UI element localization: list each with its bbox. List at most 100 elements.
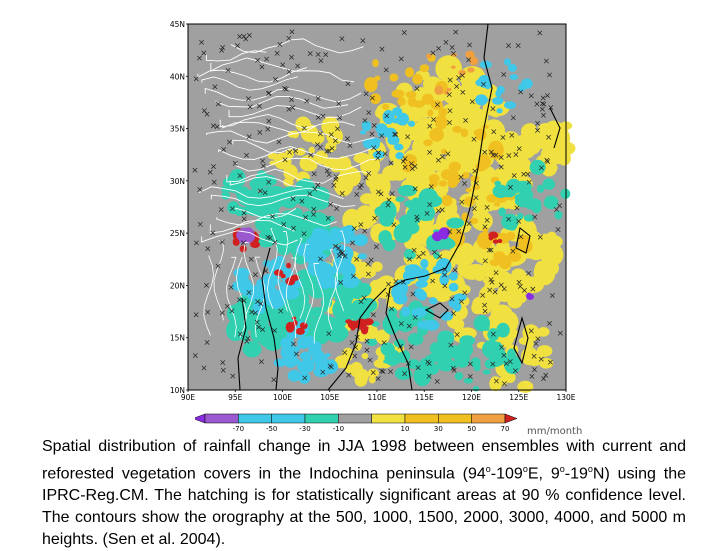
hatch-mark	[545, 159, 551, 165]
hatch-mark	[237, 331, 243, 337]
rainfall-patch	[434, 85, 444, 96]
hatch-mark	[447, 120, 452, 125]
hatch-mark	[318, 58, 324, 64]
rainfall-patch	[400, 350, 411, 362]
rainfall-patch	[465, 188, 472, 193]
hatch-mark	[267, 235, 273, 241]
rainfall-patch	[396, 316, 410, 332]
hatch-mark	[277, 42, 283, 47]
hatch-mark	[466, 57, 472, 63]
hatch-mark	[405, 134, 411, 140]
hatch-mark	[249, 309, 255, 315]
rainfall-patch	[330, 157, 346, 170]
coastline-path	[237, 297, 247, 391]
hatch-mark	[241, 33, 247, 39]
hatch-mark	[259, 64, 265, 70]
hatch-mark	[252, 272, 258, 278]
colorbar-box	[304, 413, 339, 424]
rainfall-patch	[405, 67, 415, 78]
rainfall-patch	[394, 366, 412, 380]
hatch-mark	[407, 256, 413, 262]
hatch-mark	[388, 369, 393, 374]
hatch-mark	[537, 234, 543, 240]
hatch-mark	[207, 169, 213, 175]
hatch-mark	[367, 357, 373, 363]
hatch-mark	[515, 43, 521, 48]
orography-contour	[294, 238, 306, 319]
colorbar-box	[338, 413, 372, 424]
rainfall-patch	[407, 264, 422, 277]
rainfall-patch	[461, 171, 470, 179]
longitude-labels: 90E 95E 100E 105E 110E 115E 120E 125E 130E	[181, 390, 576, 402]
hatch-mark	[358, 299, 364, 305]
hatch-mark	[533, 341, 539, 346]
orography-contour	[218, 146, 375, 160]
hatch-mark	[414, 86, 420, 92]
rainfall-patch	[275, 233, 287, 245]
rainfall-patch	[423, 139, 433, 147]
lat-label: 30N	[170, 177, 185, 186]
hatch-mark	[255, 57, 261, 63]
rainfall-patch	[382, 238, 396, 252]
rainfall-patch	[490, 341, 504, 357]
hatch-mark	[426, 373, 432, 379]
hatch-mark	[311, 206, 317, 212]
hatch-mark	[554, 207, 559, 212]
rainfall-patch	[286, 262, 291, 269]
hatch-mark	[543, 58, 549, 64]
rainfall-patch	[432, 231, 443, 242]
hatch-mark	[328, 132, 334, 137]
orography-contours	[197, 38, 381, 344]
hatch-mark	[237, 297, 242, 303]
hatch-mark	[557, 203, 563, 209]
rainfall-patch	[285, 321, 295, 333]
rainfall-patch	[482, 124, 489, 129]
hatch-mark	[326, 331, 332, 336]
hatch-mark	[332, 138, 338, 144]
coastline-path	[549, 107, 561, 149]
colorbar-box	[204, 413, 239, 424]
hatch-mark	[510, 248, 516, 254]
hatch-mark	[453, 29, 459, 35]
rainfall-patch	[518, 337, 532, 345]
hatch-mark	[255, 299, 261, 305]
hatch-mark	[389, 306, 395, 312]
orography-contour	[210, 194, 356, 208]
rainfall-patch	[441, 169, 455, 181]
hatch-mark	[307, 51, 313, 56]
hatch-mark	[201, 365, 207, 371]
orography-contour	[201, 76, 299, 91]
rainfall-patch	[344, 364, 357, 374]
hatch-mark	[452, 267, 458, 273]
hatch-mark	[360, 38, 366, 44]
rainfall-patch	[546, 261, 560, 275]
rainfall-patch	[507, 295, 523, 309]
rainfall-patch	[452, 360, 459, 368]
hatch-mark	[490, 106, 496, 112]
hatch-mark	[393, 278, 399, 284]
hatch-mark	[258, 301, 264, 307]
hatch-mark	[333, 243, 338, 249]
orography-contour	[266, 228, 278, 309]
hatch-mark	[488, 247, 494, 253]
rainfall-patch	[514, 192, 530, 203]
hatch-mark	[346, 372, 352, 378]
rainfall-patch	[367, 368, 379, 378]
orography-contour	[228, 105, 362, 118]
hatch-mark	[459, 73, 465, 78]
hatch-mark	[490, 152, 496, 158]
orography-contour	[303, 243, 315, 325]
rainfall-patch	[503, 58, 511, 66]
hatch-mark	[482, 308, 488, 314]
hatch-mark	[428, 184, 434, 190]
hatch-mark	[229, 206, 235, 212]
hatch-mark	[434, 102, 440, 108]
hatch-mark	[449, 44, 455, 50]
rainfall-patch	[440, 311, 454, 321]
rainfall-patch	[472, 386, 480, 392]
hatch-mark	[408, 344, 414, 350]
hatch-mark	[245, 335, 251, 341]
rainfall-patch	[397, 184, 417, 197]
rainfall-patch	[434, 115, 448, 130]
lon-label: 100E	[273, 393, 292, 402]
